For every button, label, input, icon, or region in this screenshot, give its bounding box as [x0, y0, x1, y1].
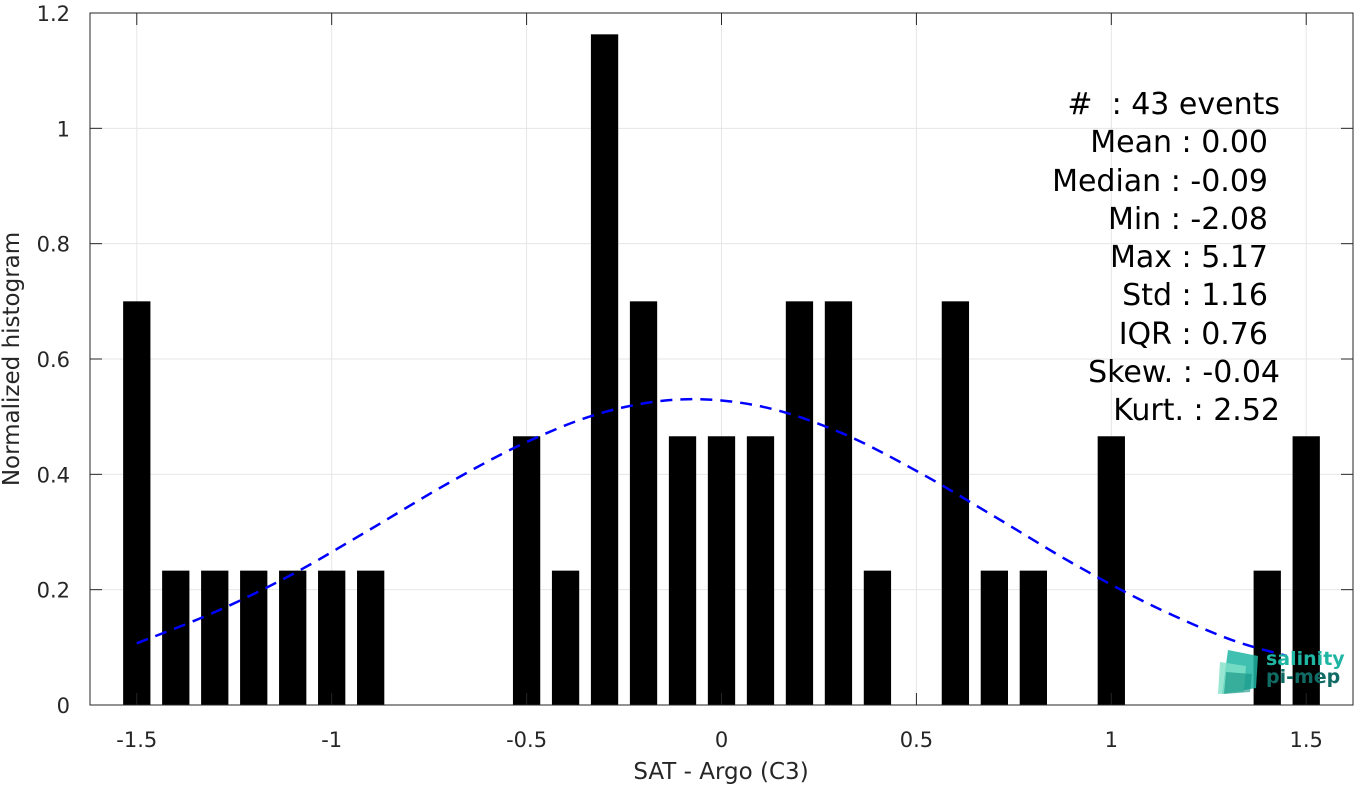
histogram-bar — [279, 570, 307, 705]
histogram-bar — [746, 436, 775, 705]
stat-line: IQR : 0.76 — [1118, 316, 1268, 352]
x-tick-labels: -1.5 -1 -0.5 0 0.5 1 1.5 — [116, 728, 1323, 752]
histogram-bar — [1292, 436, 1320, 705]
y-tick-label: 0 — [57, 694, 70, 718]
histogram-bar — [201, 570, 229, 705]
x-tick-label: 1 — [1105, 728, 1118, 752]
logo-text-line1: salinity — [1266, 648, 1345, 670]
histogram-bar — [590, 34, 619, 705]
histogram-bar — [629, 301, 658, 705]
stat-line: Mean : 0.00 — [1090, 125, 1268, 161]
histogram-bar — [512, 436, 541, 705]
x-tick-label: 0 — [715, 728, 728, 752]
statistics-box: # : 43 events Mean : 0.00 Median : -0.09 Mi… — [980, 86, 1280, 431]
y-tick-label: 1 — [57, 117, 70, 141]
stat-line: Skew. : -0.04 — [1088, 355, 1280, 391]
y-tick-label: 0.6 — [37, 348, 70, 372]
x-tick-label: -1 — [321, 728, 342, 752]
x-tick-label: 1.5 — [1290, 728, 1323, 752]
stat-line: Max : 5.17 — [1110, 240, 1268, 276]
histogram-bar — [980, 570, 1009, 705]
stat-line: Median : -0.09 — [1052, 163, 1268, 199]
x-tick-label: -0.5 — [506, 728, 547, 752]
y-tick-labels: 0 0.2 0.4 0.6 0.8 1 1.2 — [37, 2, 70, 718]
histogram-bar — [240, 570, 268, 705]
stat-line: Std : 1.16 — [1122, 278, 1268, 314]
histogram-bar — [863, 570, 892, 705]
y-axis-label: Normalized histogram — [0, 232, 25, 486]
y-tick-label: 0.4 — [37, 463, 70, 487]
logo-text-line2: pi-mep — [1266, 666, 1341, 688]
gaussian-fit-curve — [136, 397, 1288, 658]
x-tick-label: 0.5 — [900, 728, 933, 752]
logo-mark-icon — [1218, 650, 1258, 694]
histogram-bar — [941, 301, 970, 705]
histogram-bar — [318, 570, 346, 705]
stat-line: # : 43 events — [1067, 87, 1280, 122]
histogram-bar — [785, 301, 814, 705]
histogram-bar — [1253, 570, 1281, 705]
histogram-bar — [668, 436, 697, 705]
salinity-pi-mep-logo: salinity pi-mep — [1216, 648, 1356, 696]
histogram-bar — [707, 436, 736, 705]
histogram-bars — [123, 34, 1320, 705]
y-tick-label: 0.8 — [37, 233, 70, 257]
stat-line: Min : -2.08 — [1107, 201, 1268, 237]
y-tick-label: 1.2 — [37, 2, 70, 26]
stat-line: Kurt. : 2.52 — [1113, 393, 1280, 429]
axes-frame — [89, 12, 1354, 706]
histogram-bar — [1019, 570, 1047, 705]
histogram-bar — [824, 301, 853, 705]
y-tick-label: 0.2 — [37, 579, 70, 603]
histogram-bar — [357, 570, 385, 705]
histogram-bar — [162, 570, 190, 705]
histogram-bar — [1097, 436, 1125, 705]
x-tick-label: -1.5 — [116, 728, 157, 752]
histogram-bar — [123, 301, 151, 705]
x-axis-label: SAT - Argo (C3) — [633, 759, 808, 785]
histogram-bar — [551, 570, 580, 705]
